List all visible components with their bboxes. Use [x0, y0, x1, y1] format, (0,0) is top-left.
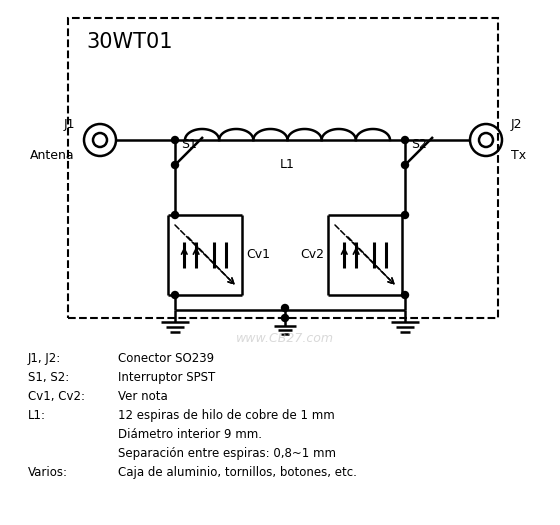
Text: Antena: Antena: [30, 149, 75, 162]
Circle shape: [171, 291, 179, 299]
Text: Cv1, Cv2:: Cv1, Cv2:: [28, 390, 85, 403]
Circle shape: [402, 136, 408, 143]
Text: J1: J1: [63, 118, 75, 131]
Text: L1: L1: [280, 158, 295, 171]
Text: Tx: Tx: [511, 149, 526, 162]
Text: S2: S2: [411, 138, 427, 151]
Circle shape: [171, 212, 179, 218]
Text: Conector SO239: Conector SO239: [118, 352, 214, 365]
Text: 30WT01: 30WT01: [86, 32, 172, 52]
Circle shape: [402, 162, 408, 169]
Text: Caja de aluminio, tornillos, botones, etc.: Caja de aluminio, tornillos, botones, et…: [118, 466, 357, 479]
Circle shape: [402, 291, 408, 299]
Text: S1: S1: [181, 138, 197, 151]
Circle shape: [282, 304, 288, 311]
Circle shape: [171, 162, 179, 169]
Text: J1, J2:: J1, J2:: [28, 352, 61, 365]
Circle shape: [402, 212, 408, 218]
Text: Cv2: Cv2: [300, 248, 324, 261]
Bar: [68, 18, 498, 318]
Text: Cv1: Cv1: [246, 248, 270, 261]
Text: J2: J2: [511, 118, 522, 131]
Text: Separación entre espiras: 0,8~1 mm: Separación entre espiras: 0,8~1 mm: [118, 447, 336, 460]
Circle shape: [171, 136, 179, 143]
Text: 12 espiras de hilo de cobre de 1 mm: 12 espiras de hilo de cobre de 1 mm: [118, 409, 335, 422]
Text: L1:: L1:: [28, 409, 46, 422]
Text: Varios:: Varios:: [28, 466, 68, 479]
Circle shape: [282, 314, 288, 321]
Text: Ver nota: Ver nota: [118, 390, 168, 403]
Text: www.CB27.com: www.CB27.com: [236, 331, 334, 344]
Text: Interruptor SPST: Interruptor SPST: [118, 371, 215, 384]
Text: S1, S2:: S1, S2:: [28, 371, 69, 384]
Text: Diámetro interior 9 mm.: Diámetro interior 9 mm.: [118, 428, 262, 441]
